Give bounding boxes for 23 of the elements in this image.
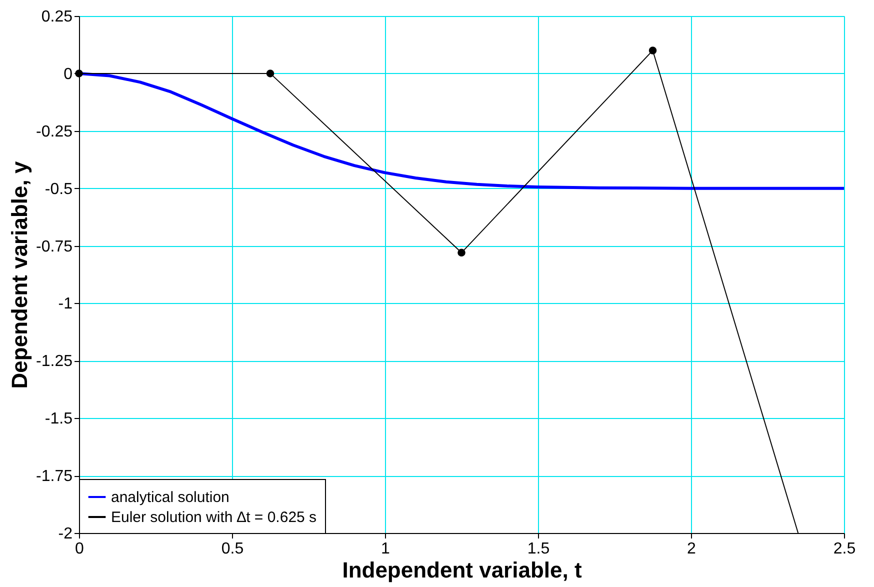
x-tick-label: 0 [75,540,84,558]
legend-label: Euler solution with ∆t = 0.625 s [111,509,317,526]
y-tick-label: -0.5 [44,180,73,198]
x-tick-label: 1 [381,540,390,558]
x-tick-label: 2 [687,540,696,558]
y-axis-title: Dependent variable, y [7,160,32,389]
y-tick-label: -2 [58,526,73,542]
x-tick-label: 2.5 [833,540,856,558]
x-axis-title: Independent variable, t [342,558,582,582]
y-tick-label: 0.25 [41,8,73,26]
legend-label: analytical solution [111,489,230,506]
point [648,46,657,54]
y-tick-label: -0.75 [36,238,73,256]
y-tick-label: -1.25 [36,353,73,370]
point [458,248,466,257]
y-tick-label: -1.5 [44,410,73,428]
y-tick-label: -1 [58,296,73,313]
y-tick-label: -0.25 [36,123,73,140]
x-tick-label: 0.5 [221,540,244,558]
y-tick-label: -1.75 [36,468,73,486]
point [266,70,274,78]
x-tick-label: 1.5 [527,540,550,558]
y-tick-label: 0 [64,66,73,83]
